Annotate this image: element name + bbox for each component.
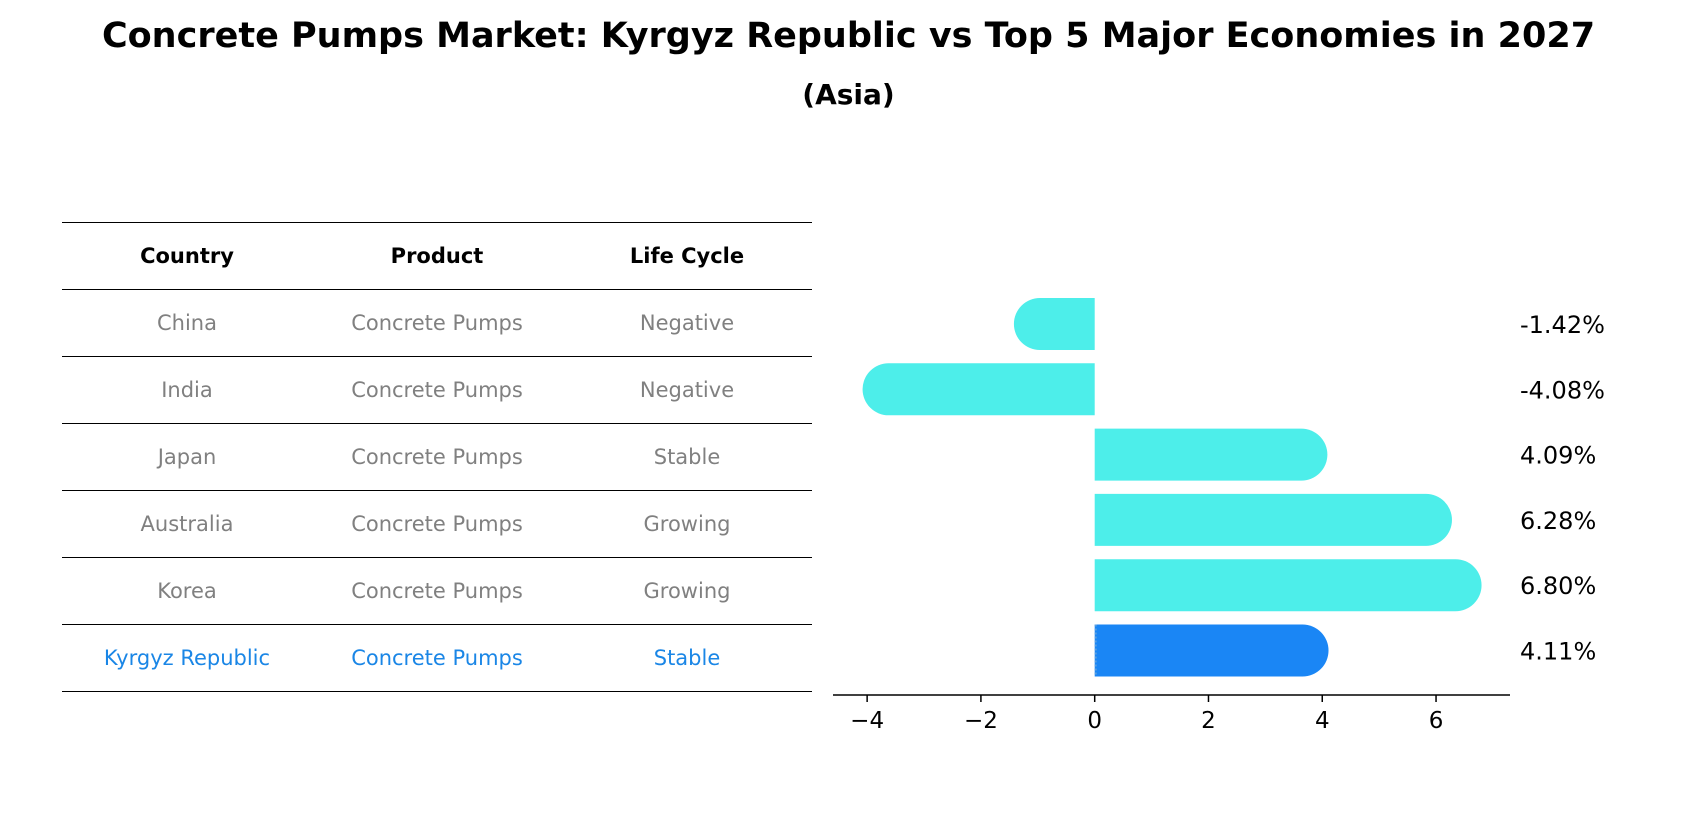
cell-country: India xyxy=(62,356,312,424)
bar-kyrgyz-republic xyxy=(1094,624,1329,677)
x-tick-label: 4 xyxy=(1315,708,1330,734)
bar-korea xyxy=(1094,559,1482,612)
data-label: 6.28% xyxy=(1520,507,1596,535)
bar-japan xyxy=(1094,428,1328,481)
chart-subtitle: (Asia) xyxy=(802,78,895,111)
table-row: Japan Concrete Pumps Stable xyxy=(62,423,812,491)
cell-country: Japan xyxy=(62,423,312,491)
x-tick-label: 6 xyxy=(1429,708,1444,734)
bar-india xyxy=(862,363,1095,416)
header-life-cycle: Life Cycle xyxy=(562,222,812,290)
cell-product: Concrete Pumps xyxy=(312,356,562,424)
bar-china xyxy=(1013,298,1095,350)
x-tick-label: −4 xyxy=(850,708,884,734)
x-tick-label: 0 xyxy=(1087,708,1102,734)
cell-country: Australia xyxy=(62,490,312,558)
cell-country: Korea xyxy=(62,557,312,625)
cell-product: Concrete Pumps xyxy=(312,289,562,357)
data-label: 4.11% xyxy=(1520,638,1596,666)
cell-life-cycle: Growing xyxy=(562,557,812,625)
table-row-highlight: Kyrgyz Republic Concrete Pumps Stable xyxy=(62,624,812,692)
data-label: 6.80% xyxy=(1520,572,1596,600)
table-header-row: Country Product Life Cycle xyxy=(62,222,812,290)
table-row: China Concrete Pumps Negative xyxy=(62,289,812,357)
cell-country: Kyrgyz Republic xyxy=(62,624,312,692)
cell-country: China xyxy=(62,289,312,357)
bar-australia xyxy=(1094,493,1452,546)
x-tick-label: 2 xyxy=(1201,708,1216,734)
cell-product: Concrete Pumps xyxy=(312,423,562,491)
header-product: Product xyxy=(312,222,562,290)
cell-life-cycle: Growing xyxy=(562,490,812,558)
data-label: -4.08% xyxy=(1520,376,1605,404)
x-tick-label: −2 xyxy=(964,708,998,734)
chart-title: Concrete Pumps Market: Kyrgyz Republic v… xyxy=(101,16,1596,56)
cell-life-cycle: Negative xyxy=(562,356,812,424)
data-label: 4.09% xyxy=(1520,442,1596,470)
cell-product: Concrete Pumps xyxy=(312,490,562,558)
cell-life-cycle: Stable xyxy=(562,423,812,491)
table-row: Australia Concrete Pumps Growing xyxy=(62,490,812,558)
data-label: -1.42% xyxy=(1520,311,1605,339)
cell-product: Concrete Pumps xyxy=(312,624,562,692)
cell-life-cycle: Stable xyxy=(562,624,812,692)
cell-life-cycle: Negative xyxy=(562,289,812,357)
header-country: Country xyxy=(62,222,312,290)
table-row: India Concrete Pumps Negative xyxy=(62,356,812,424)
cell-product: Concrete Pumps xyxy=(312,557,562,625)
table-row: Korea Concrete Pumps Growing xyxy=(62,557,812,625)
info-table: Country Product Life Cycle China Concret… xyxy=(62,222,812,692)
